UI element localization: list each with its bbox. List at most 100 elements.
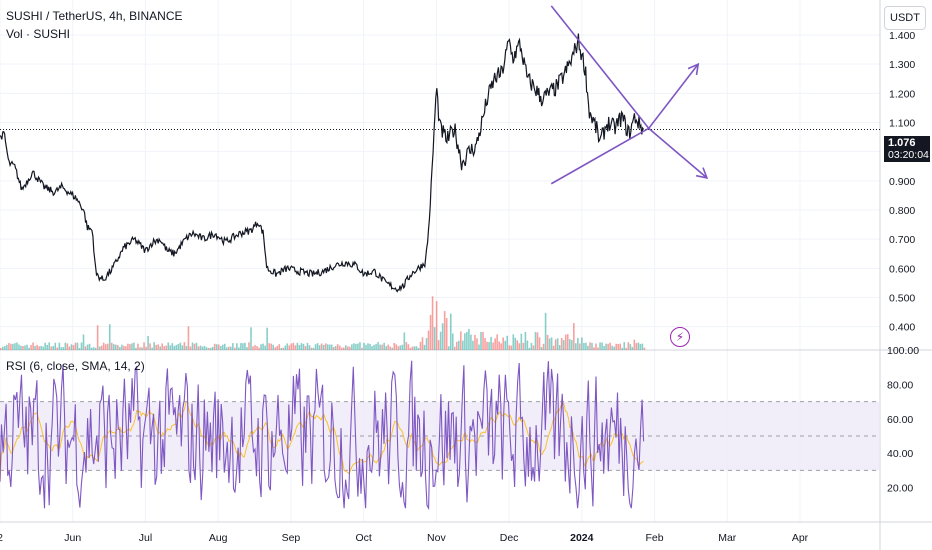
volume-bar <box>76 342 79 350</box>
volume-bar <box>334 345 337 350</box>
volume-bar <box>189 346 192 350</box>
volume-bar <box>468 328 470 350</box>
volume-bar <box>332 347 335 350</box>
volume-bar <box>593 347 595 350</box>
symbol-title[interactable]: SUSHI / TetherUS, 4h, BINANCE <box>6 9 183 23</box>
volume-bar <box>349 346 351 350</box>
volume-bar <box>72 345 75 350</box>
volume-bar <box>583 342 585 350</box>
volume-bar <box>28 347 30 350</box>
volume-bar <box>540 347 543 350</box>
volume-bar <box>433 327 436 350</box>
volume-bar <box>451 333 454 350</box>
lightning-icon[interactable]: ⚡ <box>670 327 690 347</box>
price-tick-label: 0.400 <box>889 322 915 334</box>
volume-bar <box>127 343 129 350</box>
volume-bar <box>548 338 551 350</box>
volume-bar <box>496 334 498 350</box>
volume-bar <box>90 347 93 350</box>
volume-bar <box>504 340 507 350</box>
volume-bar <box>84 346 87 350</box>
volume-bar <box>183 342 186 350</box>
volume-bar <box>343 347 345 350</box>
volume-bar <box>248 342 250 350</box>
volume-bar <box>56 347 59 350</box>
volume-bar <box>490 336 492 350</box>
price-tick-label: 0.900 <box>889 176 915 188</box>
volume-bar <box>510 345 513 350</box>
price-line-group <box>0 33 880 293</box>
volume-bar <box>256 346 258 350</box>
volume-bar <box>292 342 295 350</box>
volume-bar <box>550 337 553 350</box>
volume-bar <box>417 347 420 350</box>
volume-bar <box>581 337 583 350</box>
volume-bar <box>393 342 396 350</box>
volume-bar <box>30 344 32 350</box>
volume-bar <box>367 343 369 350</box>
volume-bar <box>573 323 575 350</box>
rsi-line <box>0 360 645 511</box>
volume-bar <box>193 343 196 350</box>
volume-bar <box>187 326 190 350</box>
volume-bar <box>112 344 115 350</box>
volume-bar <box>486 341 488 350</box>
volume-bar <box>260 344 262 350</box>
volume-bar <box>387 344 389 350</box>
volume-bar <box>64 342 67 350</box>
volume-bar <box>88 343 91 350</box>
rsi-indicator-label[interactable]: RSI (6, close, SMA, 14, 2) <box>6 359 145 373</box>
volume-bar <box>14 343 16 350</box>
time-tick-label: 2 <box>0 532 3 544</box>
volume-bar <box>151 347 153 350</box>
volume-bar <box>304 346 307 350</box>
time-tick-label: Aug <box>209 532 228 544</box>
volume-bar <box>46 344 49 350</box>
volume-bar <box>135 347 137 350</box>
volume-bar <box>62 347 65 350</box>
volume-bar <box>225 347 228 350</box>
rsi-axis: 100.00 80.00 60.00 40.00 20.00 <box>887 345 919 495</box>
time-tick-label: Nov <box>427 532 446 544</box>
volume-bar <box>445 318 448 350</box>
volume-bar <box>26 344 28 350</box>
volume-bar <box>564 334 567 350</box>
volume-bar <box>478 344 480 350</box>
volume-bar <box>423 344 426 350</box>
volume-bar <box>383 342 385 350</box>
volume-bar <box>381 344 383 350</box>
volume-bar <box>78 347 81 350</box>
volume-bar <box>159 346 161 350</box>
volume-bar <box>419 341 422 350</box>
volume-bar <box>100 345 103 350</box>
volume-bar <box>209 347 212 350</box>
last-price-tag: 1.076 03:20:04 <box>884 136 930 162</box>
volume-bar <box>8 343 10 350</box>
volume-bar <box>278 344 281 350</box>
volume-bar <box>242 343 244 350</box>
volume-bar <box>391 347 394 350</box>
volume-bar <box>566 334 569 350</box>
volume-bar <box>494 338 496 350</box>
volume-bar <box>437 340 440 350</box>
volume-bar <box>52 346 55 350</box>
volume-bar <box>340 347 343 350</box>
volume-indicator-label[interactable]: Vol · SUSHI <box>6 27 71 41</box>
volume-bar <box>149 343 151 350</box>
volume-bar <box>316 343 319 350</box>
arrow-up-head <box>687 62 700 76</box>
volume-bar <box>280 347 283 350</box>
currency-button[interactable]: USDT <box>884 6 926 30</box>
volume-bar <box>498 341 500 350</box>
volume-bar <box>48 342 51 350</box>
volume-bar <box>439 331 442 350</box>
volume-bar <box>470 334 472 350</box>
volume-bar <box>68 346 71 350</box>
volume-bar <box>435 301 438 350</box>
volume-bar <box>552 345 555 350</box>
volume-bar <box>472 340 474 350</box>
arrow-down <box>648 127 708 179</box>
volume-bar <box>141 347 143 350</box>
volume-bar <box>595 343 597 350</box>
